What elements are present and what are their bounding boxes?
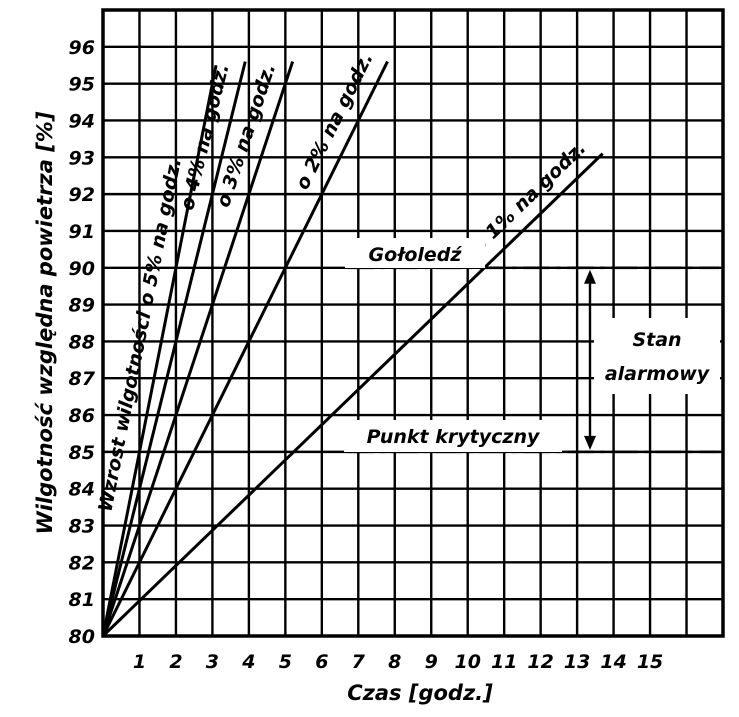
series-line [101,64,218,637]
y-tick-label: 86 [69,405,95,427]
x-tick-label: 13 [564,651,590,673]
arrow-up-icon [584,269,596,284]
y-tick-labels: 80 81 82 83 84 85 86 87 88 89 90 91 92 93 94 95 96 [69,37,96,648]
y-tick-label: 92 [69,184,95,206]
x-tick-label: 6 [315,651,328,673]
y-tick-label: 82 [69,552,95,574]
label-background [344,420,562,452]
alarm-label-line1: Stan [632,329,681,351]
arrow-down-icon [584,435,596,450]
label-background [345,238,485,268]
x-tick-label: 15 [637,651,663,673]
x-tick-label: 12 [527,651,553,673]
x-tick-label: 5 [279,651,292,673]
x-tick-label: 2 [169,651,182,673]
series-line [101,60,389,637]
x-tick-label: 3 [206,651,219,673]
y-tick-label: 91 [69,221,95,243]
y-tick-label: 83 [69,516,95,538]
y-tick-label: 84 [69,479,95,501]
annotations: Gołoledź Punkt krytyczny Stan alarmowy [344,238,720,452]
alarm-label-line2: alarmowy [605,363,711,385]
x-tick-label: 8 [388,651,401,673]
x-tick-label: 11 [491,651,517,673]
series-lines [101,60,604,638]
y-tick-label: 85 [69,442,95,464]
y-tick-label: 96 [69,37,95,59]
y-tick-label: 94 [69,110,95,132]
y-tick-label: 90 [69,258,95,280]
series-line [101,61,247,637]
x-tick-label: 7 [352,651,366,673]
x-tick-label: 1 [133,651,146,673]
y-tick-label: 87 [69,368,96,390]
x-tick-label: 10 [454,651,480,673]
series-line [101,61,295,637]
y-tick-label: 95 [69,74,95,96]
reference-line-label: Punkt krytyczny [367,426,541,448]
reference-line-label: Gołoledź [369,244,463,266]
y-tick-label: 89 [69,295,95,317]
series-line [101,152,604,638]
x-axis-title: Czas [godz.] [347,681,493,705]
series-label: o 1% na godz. [467,137,590,257]
plot-frame [101,8,725,638]
y-tick-label: 80 [69,626,95,648]
annotation-background [594,318,720,394]
x-tick-labels: 1 2 3 4 5 6 7 8 9 10 11 12 13 14 15 [133,651,663,673]
x-tick-label: 9 [425,651,438,673]
x-tick-label: 14 [600,651,626,673]
y-tick-label: 88 [69,331,95,353]
y-tick-label: 81 [69,589,95,611]
y-axis-title: Wilgotność względna powietrza [%] [33,111,57,534]
y-tick-label: 93 [69,147,95,169]
x-tick-label: 4 [241,651,255,673]
